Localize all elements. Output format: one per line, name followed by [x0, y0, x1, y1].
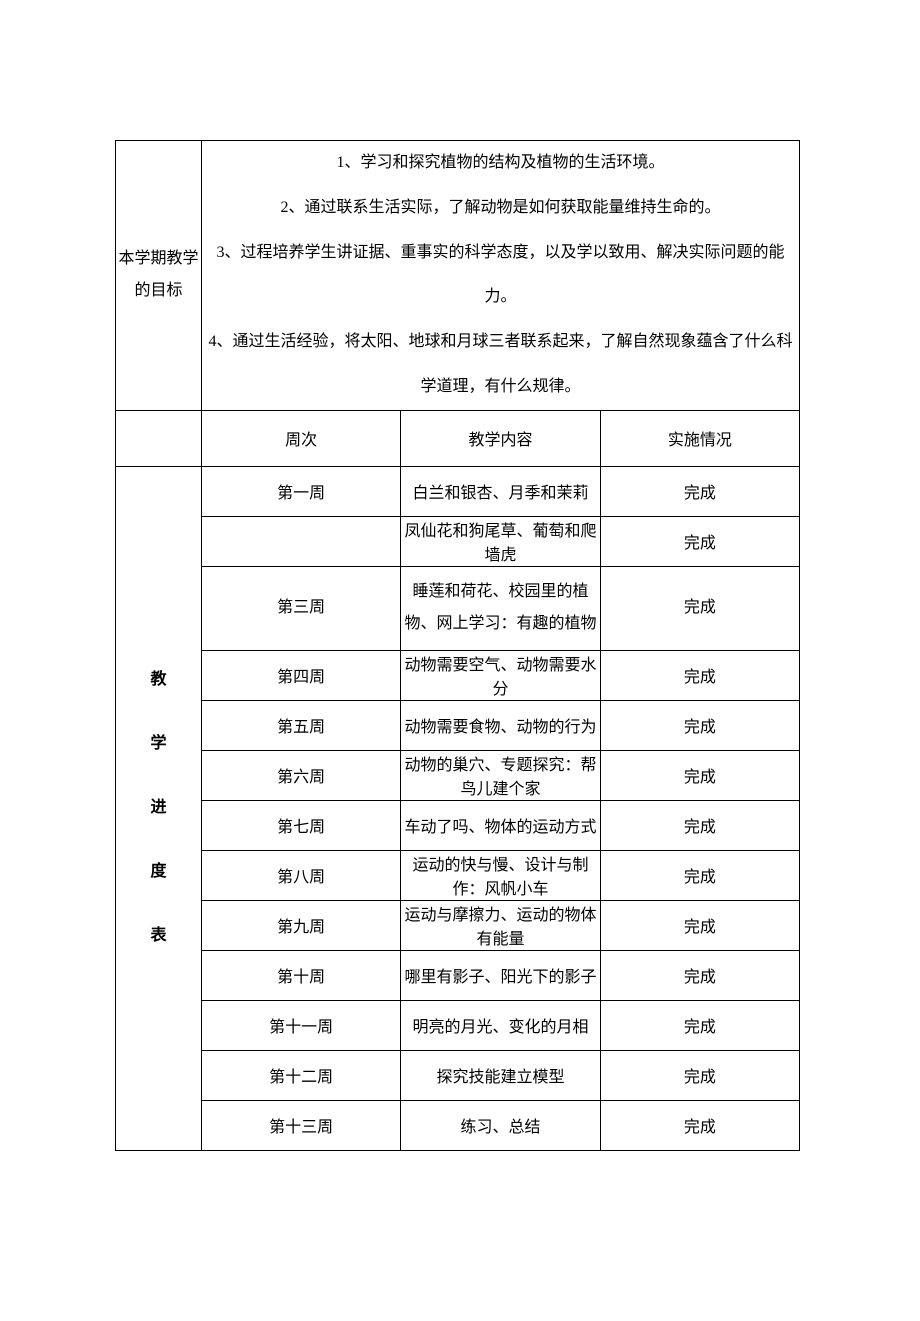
- content-cell: 明亮的月光、变化的月相: [401, 1000, 600, 1050]
- week-cell: 第八周: [202, 850, 401, 900]
- content-cell: 凤仙花和狗尾草、葡萄和爬墙虎: [401, 516, 600, 566]
- content-cell: 白兰和银杏、月季和茉莉: [401, 466, 600, 516]
- week-cell: 第十周: [202, 950, 401, 1000]
- schedule-corner-cell: [116, 410, 202, 466]
- content-cell: 哪里有影子、阳光下的影子: [401, 950, 600, 1000]
- header-content: 教学内容: [401, 410, 600, 466]
- status-cell: 完成: [600, 516, 799, 566]
- schedule-row: 第九周运动与摩擦力、运动的物体有能量完成: [116, 900, 800, 950]
- status-cell: 完成: [600, 1100, 799, 1150]
- content-cell: 睡莲和荷花、校园里的植物、网上学习：有趣的植物: [401, 566, 600, 650]
- content-cell: 动物的巢穴、专题探究：帮鸟儿建个家: [401, 750, 600, 800]
- week-cell: 第十三周: [202, 1100, 401, 1150]
- status-cell: 完成: [600, 650, 799, 700]
- schedule-row: 第十周哪里有影子、阳光下的影子完成: [116, 950, 800, 1000]
- header-status: 实施情况: [600, 410, 799, 466]
- schedule-row: 第十二周探究技能建立模型完成: [116, 1050, 800, 1100]
- schedule-row: 第七周车动了吗、物体的运动方式完成: [116, 800, 800, 850]
- side-label-char: 进: [116, 776, 201, 840]
- status-cell: 完成: [600, 466, 799, 516]
- status-cell: 完成: [600, 566, 799, 650]
- schedule-header-row: 周次 教学内容 实施情况: [116, 410, 800, 466]
- schedule-body: 教学进度表第一周白兰和银杏、月季和茉莉完成凤仙花和狗尾草、葡萄和爬墙虎完成第三周…: [116, 466, 800, 1150]
- week-cell: 第十二周: [202, 1050, 401, 1100]
- week-cell: 第十一周: [202, 1000, 401, 1050]
- schedule-side-label: 教学进度表: [116, 466, 202, 1150]
- goals-label-cell: 本学期教学的目标: [116, 141, 202, 411]
- schedule-row: 第十一周明亮的月光、变化的月相完成: [116, 1000, 800, 1050]
- goal-item: 1、学习和探究植物的结构及植物的生活环境。: [202, 141, 799, 186]
- goal-item: 3、过程培养学生讲证据、重事实的科学态度，以及学以致用、解决实际问题的能力。: [202, 231, 799, 321]
- schedule-row: 第三周睡莲和荷花、校园里的植物、网上学习：有趣的植物完成: [116, 566, 800, 650]
- week-cell: 第七周: [202, 800, 401, 850]
- goal-item: 4、通过生活经验，将太阳、地球和月球三者联系起来，了解自然现象蕴含了什么科学道理…: [202, 320, 799, 410]
- schedule-row: 第五周动物需要食物、动物的行为完成: [116, 700, 800, 750]
- schedule-row: 第六周动物的巢穴、专题探究：帮鸟儿建个家完成: [116, 750, 800, 800]
- status-cell: 完成: [600, 1050, 799, 1100]
- teaching-plan-table: 本学期教学的目标 1、学习和探究植物的结构及植物的生活环境。 2、通过联系生活实…: [115, 140, 800, 1151]
- content-cell: 运动的快与慢、设计与制作：风帆小车: [401, 850, 600, 900]
- content-cell: 车动了吗、物体的运动方式: [401, 800, 600, 850]
- header-week: 周次: [202, 410, 401, 466]
- goal-item: 2、通过联系生活实际，了解动物是如何获取能量维持生命的。: [202, 186, 799, 231]
- status-cell: 完成: [600, 700, 799, 750]
- content-cell: 动物需要食物、动物的行为: [401, 700, 600, 750]
- status-cell: 完成: [600, 850, 799, 900]
- goals-body-cell: 1、学习和探究植物的结构及植物的生活环境。 2、通过联系生活实际，了解动物是如何…: [202, 141, 800, 411]
- week-cell: 第六周: [202, 750, 401, 800]
- content-cell: 运动与摩擦力、运动的物体有能量: [401, 900, 600, 950]
- goals-row: 本学期教学的目标 1、学习和探究植物的结构及植物的生活环境。 2、通过联系生活实…: [116, 141, 800, 411]
- week-cell: 第一周: [202, 466, 401, 516]
- status-cell: 完成: [600, 750, 799, 800]
- week-cell: 第九周: [202, 900, 401, 950]
- schedule-row: 第八周运动的快与慢、设计与制作：风帆小车完成: [116, 850, 800, 900]
- week-cell: 第三周: [202, 566, 401, 650]
- status-cell: 完成: [600, 1000, 799, 1050]
- week-cell: [202, 516, 401, 566]
- content-cell: 练习、总结: [401, 1100, 600, 1150]
- schedule-row: 第十三周练习、总结完成: [116, 1100, 800, 1150]
- week-cell: 第五周: [202, 700, 401, 750]
- side-label-char: 表: [116, 904, 201, 968]
- content-cell: 动物需要空气、动物需要水分: [401, 650, 600, 700]
- schedule-row: 凤仙花和狗尾草、葡萄和爬墙虎完成: [116, 516, 800, 566]
- side-label-char: 学: [116, 712, 201, 776]
- status-cell: 完成: [600, 950, 799, 1000]
- side-label-char: 教: [116, 648, 201, 712]
- schedule-row: 第四周动物需要空气、动物需要水分完成: [116, 650, 800, 700]
- status-cell: 完成: [600, 900, 799, 950]
- schedule-row: 教学进度表第一周白兰和银杏、月季和茉莉完成: [116, 466, 800, 516]
- side-label-char: 度: [116, 840, 201, 904]
- week-cell: 第四周: [202, 650, 401, 700]
- status-cell: 完成: [600, 800, 799, 850]
- content-cell: 探究技能建立模型: [401, 1050, 600, 1100]
